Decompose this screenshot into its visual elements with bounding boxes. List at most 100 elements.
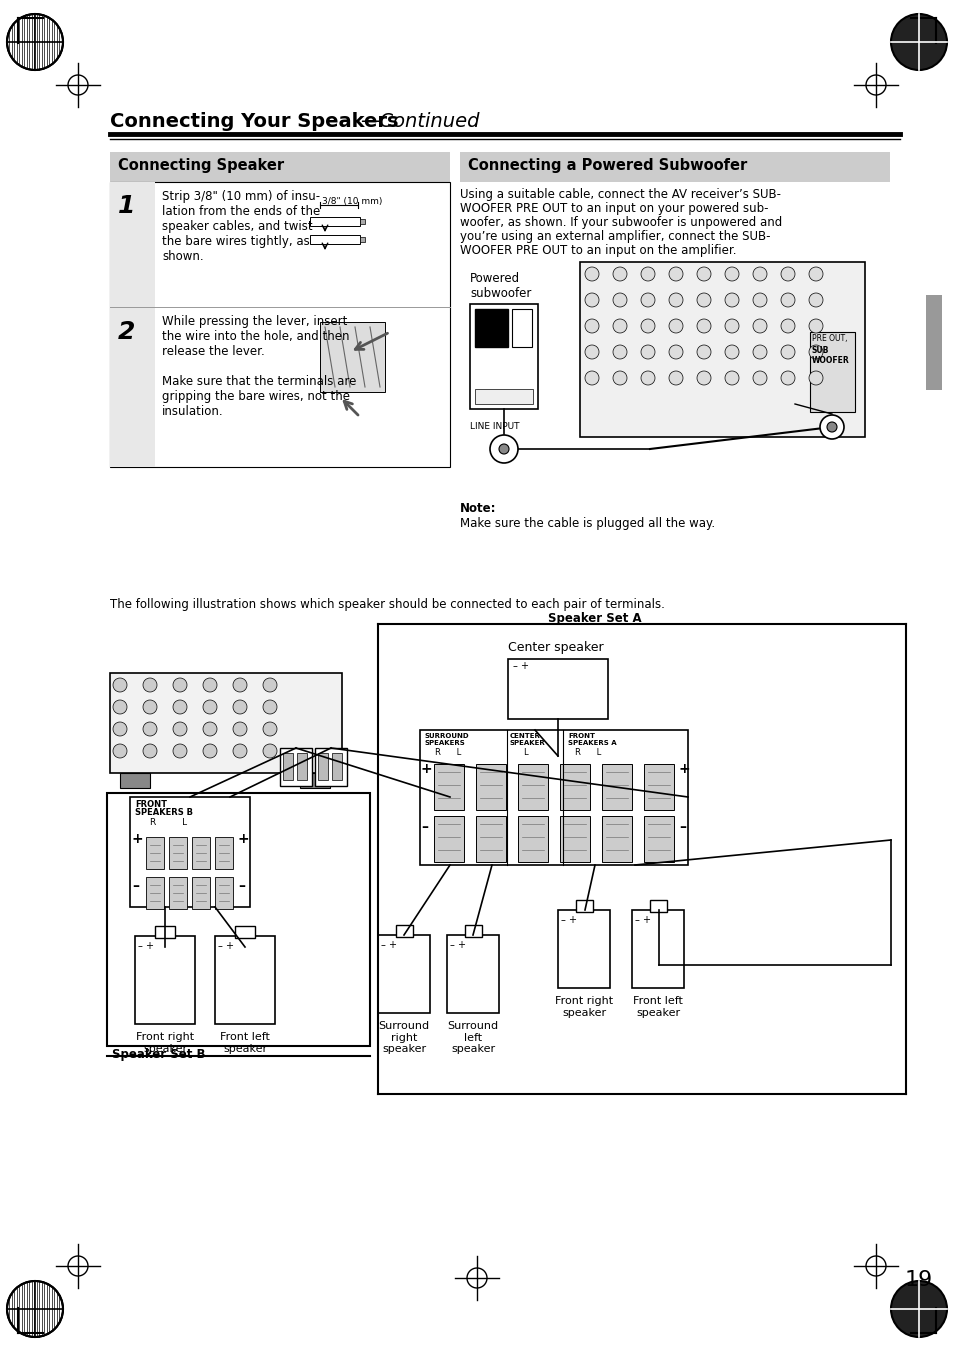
Circle shape: [724, 293, 739, 307]
Bar: [576, 900, 593, 912]
Circle shape: [584, 293, 598, 307]
Bar: [475, 309, 507, 347]
Circle shape: [233, 721, 247, 736]
Bar: [809, 332, 854, 412]
Circle shape: [697, 267, 710, 281]
Text: –: –: [132, 880, 139, 893]
Text: – +: – +: [560, 915, 577, 925]
Bar: [507, 659, 607, 719]
Bar: [464, 925, 481, 938]
Circle shape: [724, 267, 739, 281]
Bar: [310, 218, 359, 226]
Bar: [192, 838, 210, 869]
Circle shape: [613, 345, 626, 359]
Polygon shape: [274, 219, 310, 227]
Text: –: –: [237, 880, 245, 893]
Text: –: –: [420, 820, 428, 834]
Text: +: +: [420, 762, 432, 775]
Bar: [559, 765, 589, 811]
Text: Front left
speaker: Front left speaker: [633, 996, 682, 1017]
Circle shape: [263, 744, 276, 758]
Circle shape: [826, 422, 836, 432]
Text: Connecting a Powered Subwoofer: Connecting a Powered Subwoofer: [468, 158, 746, 173]
Circle shape: [668, 372, 682, 385]
Bar: [310, 235, 359, 245]
Bar: [110, 673, 341, 773]
Circle shape: [808, 345, 822, 359]
Circle shape: [613, 319, 626, 332]
Circle shape: [7, 1281, 63, 1337]
Bar: [395, 925, 413, 938]
Text: – +: – +: [138, 942, 153, 951]
Circle shape: [172, 700, 187, 713]
Text: R      L: R L: [575, 748, 600, 757]
Bar: [130, 797, 250, 907]
Circle shape: [752, 293, 766, 307]
Circle shape: [820, 415, 843, 439]
Text: 1: 1: [118, 195, 135, 218]
Bar: [470, 304, 537, 409]
Text: Surround
right
speaker: Surround right speaker: [378, 1021, 429, 1054]
Bar: [643, 765, 673, 811]
Circle shape: [668, 293, 682, 307]
Text: Connecting Speaker: Connecting Speaker: [118, 158, 284, 173]
Circle shape: [7, 14, 63, 70]
Text: 19: 19: [904, 1270, 932, 1290]
Bar: [552, 748, 563, 759]
Circle shape: [724, 372, 739, 385]
Text: WOOFER PRE OUT to an input on your powered sub-: WOOFER PRE OUT to an input on your power…: [459, 203, 768, 215]
Circle shape: [781, 293, 794, 307]
Bar: [214, 877, 233, 909]
Bar: [475, 389, 533, 404]
Text: – +: – +: [513, 661, 529, 671]
Circle shape: [112, 700, 127, 713]
Circle shape: [697, 319, 710, 332]
Bar: [154, 925, 174, 938]
Text: Connecting Your Speakers: Connecting Your Speakers: [110, 112, 398, 131]
Bar: [234, 925, 254, 938]
Bar: [317, 753, 328, 780]
Text: SPEAKERS: SPEAKERS: [424, 740, 465, 746]
Circle shape: [172, 678, 187, 692]
Circle shape: [203, 678, 216, 692]
Text: Speaker Set B: Speaker Set B: [112, 1048, 205, 1061]
Bar: [925, 295, 941, 390]
Bar: [107, 793, 370, 1046]
Bar: [459, 153, 889, 182]
Circle shape: [808, 319, 822, 332]
Bar: [146, 877, 164, 909]
Text: – +: – +: [218, 942, 233, 951]
Bar: [649, 900, 666, 912]
Text: Speaker Set A: Speaker Set A: [547, 612, 641, 626]
Circle shape: [668, 345, 682, 359]
Circle shape: [143, 721, 157, 736]
Circle shape: [613, 372, 626, 385]
Text: you’re using an external amplifier, connect the SUB-: you’re using an external amplifier, conn…: [459, 230, 770, 243]
Bar: [169, 838, 187, 869]
Bar: [601, 765, 631, 811]
Text: Using a suitable cable, connect the AV receiver’s SUB-: Using a suitable cable, connect the AV r…: [459, 188, 781, 201]
Bar: [476, 816, 505, 862]
Text: Note:: Note:: [459, 503, 496, 515]
Text: Surround
left
speaker: Surround left speaker: [447, 1021, 498, 1054]
Bar: [319, 322, 385, 392]
Text: SPEAKERS A: SPEAKERS A: [567, 740, 616, 746]
Circle shape: [112, 744, 127, 758]
Text: Strip 3/8" (10 mm) of insu-
lation from the ends of the
speaker cables, and twis: Strip 3/8" (10 mm) of insu- lation from …: [162, 190, 320, 263]
Text: Powered
subwoofer: Powered subwoofer: [470, 272, 531, 300]
Bar: [283, 753, 293, 780]
Circle shape: [263, 700, 276, 713]
Circle shape: [781, 267, 794, 281]
Text: 2: 2: [118, 320, 135, 345]
Circle shape: [613, 267, 626, 281]
Text: SPEAKERS B: SPEAKERS B: [135, 808, 193, 817]
Text: Front right
speaker: Front right speaker: [135, 1032, 193, 1054]
Circle shape: [263, 678, 276, 692]
Circle shape: [203, 721, 216, 736]
Text: Front left
speaker: Front left speaker: [220, 1032, 270, 1054]
Circle shape: [584, 372, 598, 385]
Circle shape: [263, 721, 276, 736]
Circle shape: [890, 1281, 946, 1337]
Circle shape: [203, 700, 216, 713]
Text: –: –: [679, 820, 685, 834]
